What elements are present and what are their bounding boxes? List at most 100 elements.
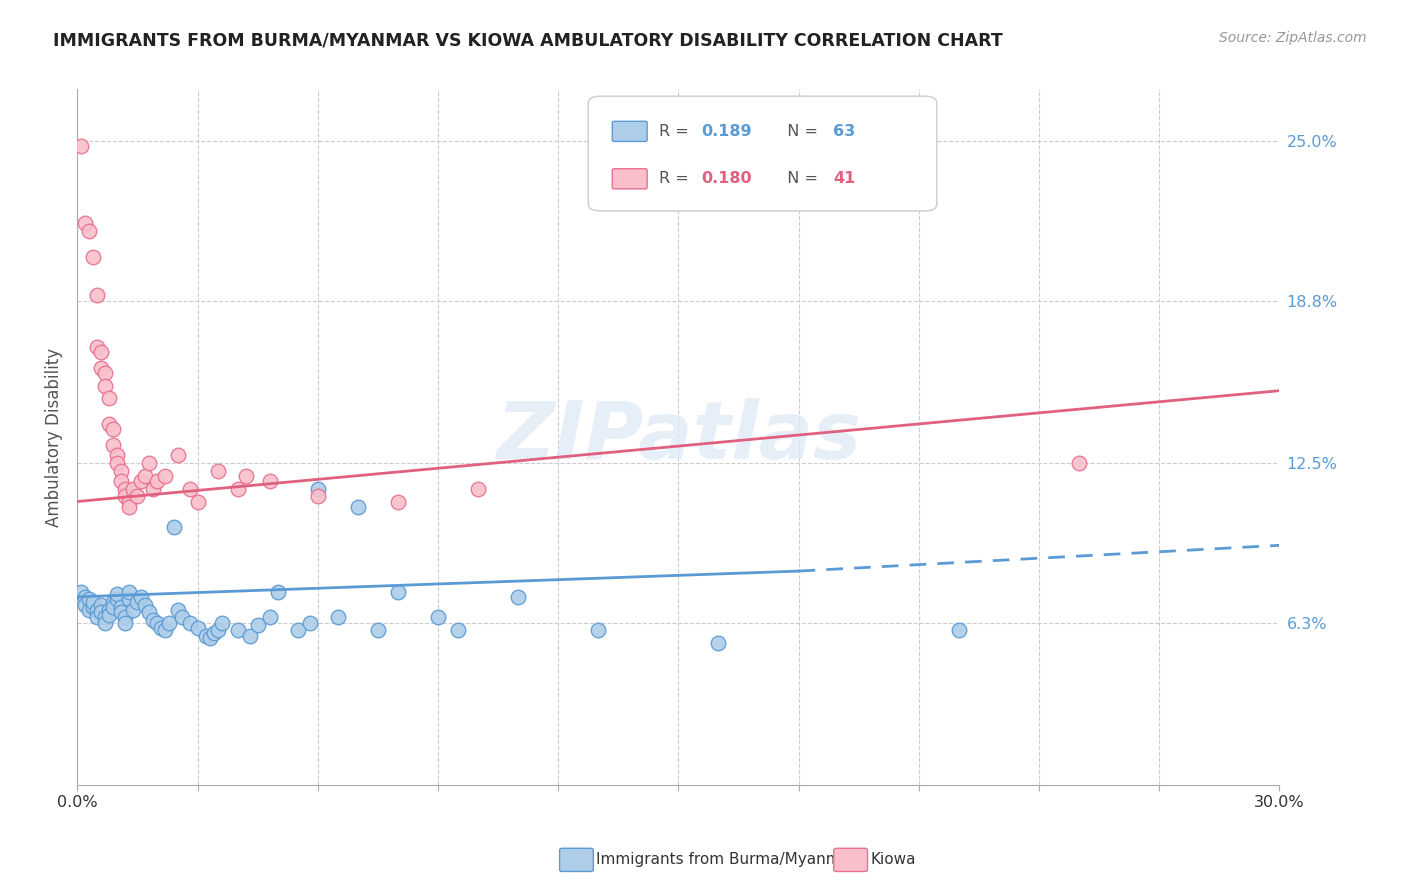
Point	[707, 636, 730, 650]
Text: N =: N =	[778, 171, 823, 186]
Point	[103, 595, 125, 609]
Point	[75, 590, 97, 604]
FancyBboxPatch shape	[612, 121, 647, 142]
Point	[118, 500, 141, 514]
Point	[75, 216, 97, 230]
Point	[207, 464, 229, 478]
Point	[588, 624, 610, 638]
Point	[90, 598, 112, 612]
Point	[239, 628, 262, 642]
Point	[110, 600, 132, 615]
Point	[131, 590, 153, 604]
Point	[155, 624, 177, 638]
Point	[94, 615, 117, 630]
Point	[118, 494, 141, 508]
Text: 0.189: 0.189	[702, 124, 752, 139]
Point	[86, 340, 108, 354]
Y-axis label: Ambulatory Disability: Ambulatory Disability	[45, 348, 63, 526]
FancyBboxPatch shape	[612, 169, 647, 189]
Point	[259, 610, 281, 624]
Point	[387, 494, 409, 508]
Point	[287, 624, 309, 638]
Point	[98, 603, 121, 617]
Point	[79, 603, 101, 617]
Point	[267, 584, 290, 599]
Point	[187, 621, 209, 635]
Point	[166, 448, 188, 462]
Point	[114, 615, 136, 630]
Point	[90, 605, 112, 619]
Point	[447, 624, 470, 638]
Point	[150, 621, 173, 635]
Point	[259, 474, 281, 488]
Point	[127, 489, 149, 503]
Text: 41: 41	[834, 171, 856, 186]
Point	[86, 288, 108, 302]
Point	[107, 592, 129, 607]
Point	[347, 500, 370, 514]
Point	[94, 610, 117, 624]
Point	[114, 610, 136, 624]
Point	[75, 598, 97, 612]
Point	[427, 610, 450, 624]
Point	[146, 474, 169, 488]
Point	[194, 628, 217, 642]
Text: N =: N =	[778, 124, 823, 139]
Text: IMMIGRANTS FROM BURMA/MYANMAR VS KIOWA AMBULATORY DISABILITY CORRELATION CHART: IMMIGRANTS FROM BURMA/MYANMAR VS KIOWA A…	[53, 31, 1002, 49]
Point	[467, 482, 489, 496]
Text: Kiowa: Kiowa	[870, 853, 915, 867]
Point	[235, 468, 257, 483]
Point	[82, 250, 104, 264]
Point	[110, 605, 132, 619]
Point	[162, 520, 184, 534]
Point	[127, 595, 149, 609]
Text: R =: R =	[659, 124, 695, 139]
Point	[103, 422, 125, 436]
Point	[103, 438, 125, 452]
Point	[103, 600, 125, 615]
Point	[159, 615, 181, 630]
Point	[70, 139, 93, 153]
Point	[94, 366, 117, 380]
Point	[1069, 456, 1091, 470]
Point	[226, 624, 249, 638]
Point	[298, 615, 321, 630]
Point	[948, 624, 970, 638]
Point	[114, 489, 136, 503]
Point	[246, 618, 269, 632]
Point	[110, 464, 132, 478]
Point	[79, 224, 101, 238]
Point	[86, 603, 108, 617]
Point	[107, 448, 129, 462]
Point	[134, 598, 156, 612]
Point	[118, 584, 141, 599]
Text: Immigrants from Burma/Myanmar: Immigrants from Burma/Myanmar	[596, 853, 856, 867]
Point	[179, 482, 201, 496]
Point	[326, 610, 349, 624]
Text: R =: R =	[659, 171, 695, 186]
Point	[98, 607, 121, 622]
Text: 0.180: 0.180	[702, 171, 752, 186]
Point	[226, 482, 249, 496]
Point	[187, 494, 209, 508]
Point	[114, 482, 136, 496]
Point	[202, 626, 225, 640]
Point	[90, 360, 112, 375]
Point	[122, 482, 145, 496]
Point	[155, 468, 177, 483]
Point	[118, 592, 141, 607]
Point	[307, 489, 329, 503]
Point	[82, 600, 104, 615]
Point	[211, 615, 233, 630]
Text: ZIPatlas: ZIPatlas	[496, 398, 860, 476]
Point	[94, 378, 117, 392]
Point	[307, 482, 329, 496]
Point	[110, 474, 132, 488]
Point	[508, 590, 530, 604]
Point	[146, 615, 169, 630]
Point	[90, 345, 112, 359]
Point	[138, 605, 160, 619]
Text: 63: 63	[834, 124, 856, 139]
Point	[138, 456, 160, 470]
Text: Source: ZipAtlas.com: Source: ZipAtlas.com	[1219, 31, 1367, 45]
